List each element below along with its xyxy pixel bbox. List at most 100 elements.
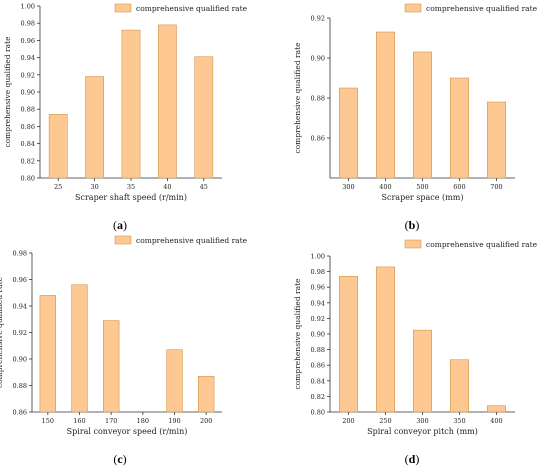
y-tick-label: 0.88 [21,106,35,114]
y-tick-label: 0.80 [311,409,325,417]
bar [158,24,177,179]
bar [450,77,469,179]
y-tick-label: 0.94 [21,54,35,62]
x-tick-label: 200 [342,417,354,425]
y-tick-label: 1.00 [311,253,325,261]
y-axis-label: comprehensive qualified rate [293,42,302,154]
x-axis-label: Scraper shaft speed (r/min) [75,193,187,202]
x-axis-label: Spiral conveyor speed (r/min) [67,427,188,436]
y-tick-label: 0.88 [311,95,325,103]
y-tick-label: 0.98 [13,250,27,258]
y-tick-label: 1.00 [21,3,35,11]
x-tick-label: 160 [73,417,85,425]
chart-panel-c: 0.86 0.88 0.90 0.92 0.94 0.96 0.98 150 160 170 180… [0,235,248,436]
x-tick-label: 170 [105,417,117,425]
bar [413,329,432,413]
y-tick-label: 0.92 [311,15,325,23]
y-tick-label: 0.98 [21,20,35,28]
y-tick-label: 0.84 [21,140,35,148]
legend-label: comprehensive qualified rate [136,4,248,13]
x-tick-label: 350 [453,417,465,425]
x-tick-label: 300 [342,183,354,191]
y-tick-label: 0.96 [311,284,325,292]
bar [48,114,68,179]
legend-swatch [404,3,422,13]
y-tick-label: 0.98 [311,268,325,276]
bar [121,29,141,179]
x-tick-label: 45 [200,183,208,191]
chart-panel-b: 0.86 0.88 0.90 0.92 300 400 500 600 700 Scraper s… [293,3,538,202]
y-tick-label: 0.94 [13,303,27,311]
bar [85,76,104,179]
x-tick-label: 25 [54,183,62,191]
y-tick-label: 0.92 [311,315,325,323]
bar [71,284,88,413]
legend-swatch [114,235,132,245]
y-tick-label: 0.86 [21,123,35,131]
y-tick-label: 0.82 [21,157,35,165]
y-tick-label: 0.86 [311,135,325,143]
x-axis-label: Spiral conveyor pitch (mm) [367,427,478,436]
y-tick-label: 0.92 [21,71,35,79]
x-tick-label: 35 [127,183,135,191]
y-tick-label: 0.88 [13,382,27,390]
x-tick-label: 150 [42,417,54,425]
y-tick-label: 0.90 [311,331,325,339]
y-tick-label: 0.94 [311,299,325,307]
bar [339,276,358,413]
chart-panel-a: 0.80 0.82 0.84 0.86 0.88 0.90 0.92 0.94 0.96 0.98… [3,3,248,203]
legend-swatch [404,239,422,249]
panel-label-b: (b) [404,218,420,232]
legend-label: comprehensive qualified rate [136,236,248,245]
y-axis-label: comprehensive qualified rate [0,276,4,388]
bar [376,31,395,179]
y-tick-label: 0.84 [311,377,325,385]
panel-label-c: (c) [113,452,127,466]
panel-label-d: (d) [404,452,420,466]
bar [450,359,469,413]
y-tick-label: 0.88 [311,346,325,354]
y-axis-label: comprehensive qualified rate [293,278,302,390]
chart-panel-d: 0.80 0.82 0.84 0.86 0.88 0.90 0.92 0.94 0.96 0.98… [293,239,538,436]
y-axis-label: comprehensive qualified rate [3,36,12,148]
bar [413,51,432,179]
bar [339,87,358,179]
y-tick-label: 0.90 [21,89,35,97]
x-tick-label: 300 [416,417,428,425]
y-tick-label: 0.90 [13,356,27,364]
x-tick-label: 600 [453,183,465,191]
y-tick-label: 0.86 [13,409,27,417]
bar [194,56,214,179]
legend-swatch [114,3,132,13]
x-tick-label: 200 [200,417,212,425]
legend: comprehensive qualified rate [114,235,248,245]
bar [103,320,120,413]
x-tick-label: 400 [379,183,391,191]
bar [376,266,395,413]
y-tick-label: 0.92 [13,329,27,337]
legend-label: comprehensive qualified rate [426,240,538,249]
x-tick-label: 40 [163,183,171,191]
legend: comprehensive qualified rate [114,3,248,13]
y-tick-label: 0.80 [21,175,35,183]
bar [166,349,183,413]
x-tick-label: 190 [168,417,180,425]
legend: comprehensive qualified rate [404,239,538,249]
x-tick-label: 30 [90,183,98,191]
y-tick-label: 0.82 [311,393,325,401]
legend-label: comprehensive qualified rate [426,4,538,13]
x-tick-label: 250 [379,417,391,425]
y-tick-label: 0.96 [13,276,27,284]
bar [487,405,506,413]
x-tick-label: 700 [490,183,502,191]
x-tick-label: 400 [490,417,502,425]
y-tick-label: 0.86 [311,362,325,370]
x-tick-label: 500 [416,183,428,191]
y-tick-label: 0.96 [21,37,35,45]
bar [198,375,215,413]
panel-label-a: (a) [113,218,127,232]
y-tick-label: 0.90 [311,55,325,63]
x-axis-label: Scraper space (mm) [382,193,464,202]
